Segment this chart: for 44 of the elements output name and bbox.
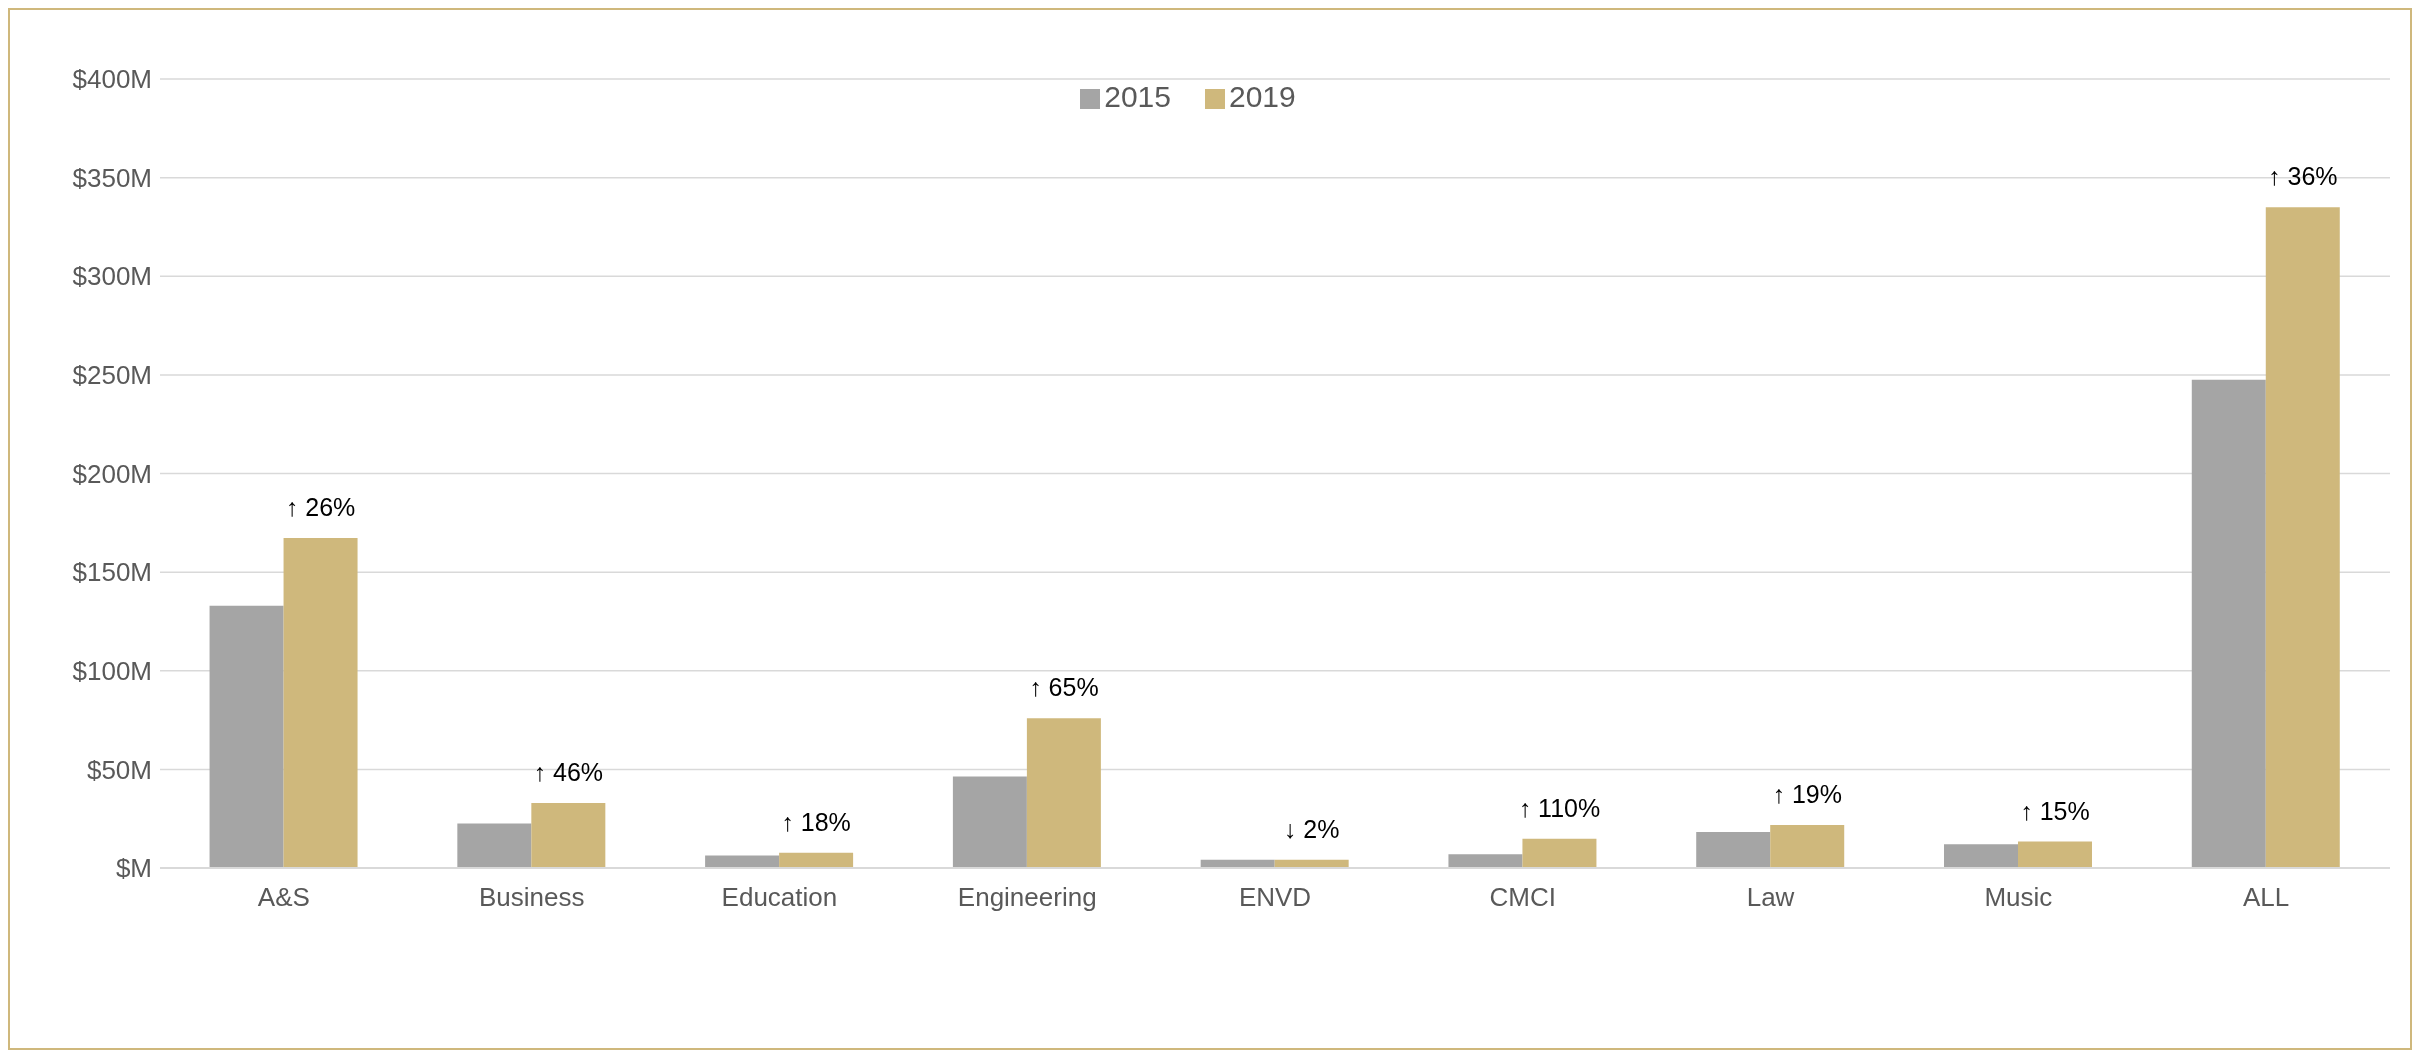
bar	[2018, 841, 2092, 868]
bar	[2265, 207, 2340, 868]
bar	[283, 538, 358, 868]
y-tick-label: $300M	[72, 261, 152, 292]
bar	[1770, 825, 1845, 868]
y-tick-label: $200M	[72, 458, 152, 489]
y-tick-label: $150M	[72, 557, 152, 588]
bar	[1522, 838, 1597, 868]
x-tick-label: Engineering	[957, 882, 1097, 913]
x-tick-label: ALL	[2242, 882, 2290, 913]
x-tick-label: Law	[1746, 882, 1795, 913]
x-tick-label: ENVD	[1238, 882, 1312, 913]
y-tick-label: $50M	[86, 754, 152, 785]
legend-label: 2015	[1104, 80, 1171, 113]
bar	[1026, 718, 1101, 868]
y-tick-label: $350M	[72, 162, 152, 193]
bar	[209, 605, 284, 868]
bar	[779, 852, 854, 868]
annotation: ↑ 46%	[533, 757, 604, 786]
y-tick-label: $400M	[72, 64, 152, 95]
bar	[531, 802, 606, 868]
x-tick-label: Business	[478, 882, 585, 913]
annotation: ↑ 19%	[1772, 780, 1842, 808]
annotation: ↑ 65%	[1029, 673, 1099, 702]
annotation: ↓ 2%	[1283, 814, 1340, 843]
y-tick-label: $100M	[72, 655, 152, 686]
bar	[457, 823, 532, 868]
bar	[952, 776, 1027, 868]
x-tick-label: A&S	[257, 882, 310, 913]
annotation: ↑ 26%	[285, 493, 356, 521]
annotation: ↑ 15%	[2020, 796, 2090, 825]
x-tick-label: CMCI	[1489, 882, 1556, 913]
y-tick-label: $M	[115, 853, 152, 884]
bar	[1944, 844, 2018, 868]
x-tick-label: Music	[1984, 882, 2053, 913]
x-tick-label: Education	[721, 882, 838, 913]
annotation: ↑ 110%	[1518, 793, 1601, 822]
bar	[1448, 854, 1523, 868]
bar	[1696, 831, 1771, 868]
bar	[2191, 379, 2266, 868]
legend-label: 2019	[1229, 80, 1296, 113]
annotation: ↑ 18%	[781, 807, 851, 836]
annotation: ↑ 36%	[2268, 162, 2338, 191]
y-tick-label: $250M	[72, 360, 152, 391]
